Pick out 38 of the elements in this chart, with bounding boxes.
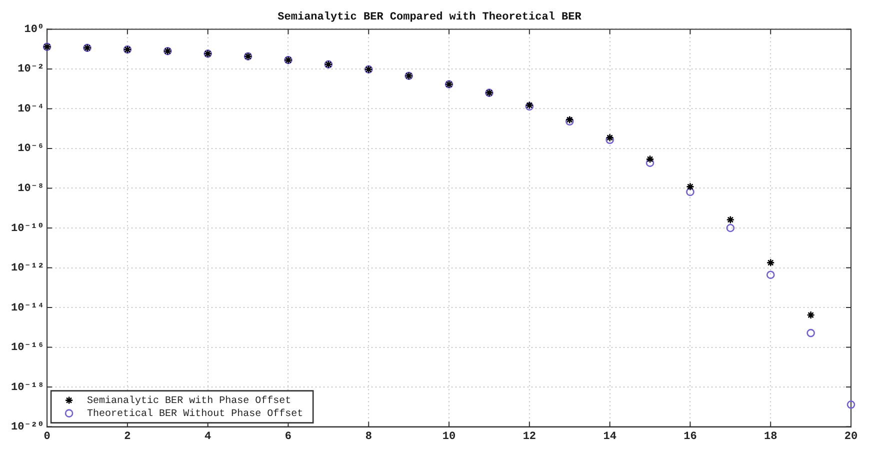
chart-title: Semianalytic BER Compared with Theoretical BER — [278, 11, 582, 24]
point — [606, 134, 614, 142]
x-tick-label: 6 — [284, 431, 292, 444]
y-tick-label: 10⁻¹⁴ — [11, 302, 44, 314]
point — [606, 136, 614, 144]
point — [726, 224, 735, 232]
point — [806, 310, 815, 320]
y-tick-label: 10⁻⁴ — [18, 103, 44, 116]
x-tick-label: 4 — [204, 431, 212, 444]
point — [846, 400, 856, 409]
y-tick-label: 10⁻² — [18, 64, 44, 76]
y-tick-label: 10⁻⁸ — [18, 183, 44, 196]
x-tick-label: 0 — [44, 431, 50, 444]
x-tick-label: 12 — [522, 431, 536, 444]
y-tick-label: 10⁻¹⁰ — [10, 222, 44, 235]
point — [646, 155, 654, 164]
y-tick-label: 10⁻²⁰ — [10, 420, 44, 434]
point — [646, 158, 654, 167]
y-tick-label: 10⁻⁶ — [18, 143, 44, 156]
x-tick-label: 8 — [365, 431, 372, 444]
legend-label: Semianalytic BER with Phase Offset — [87, 394, 292, 407]
point — [686, 182, 694, 191]
point — [686, 188, 694, 196]
x-tick-label: 16 — [684, 431, 697, 444]
y-tick-label: 10⁻¹² — [11, 262, 44, 275]
y-tick-label: 10⁻¹⁶ — [11, 342, 44, 354]
x-tick-label: 14 — [603, 431, 617, 444]
y-tick-label: 10⁻¹⁸ — [11, 382, 44, 394]
y-tick-label: 10⁰ — [24, 22, 44, 36]
x-tick-label: 20 — [844, 431, 858, 444]
point — [726, 216, 735, 224]
point — [766, 258, 775, 267]
x-tick-label: 2 — [124, 431, 131, 444]
x-tick-label: 10 — [442, 431, 456, 444]
point — [766, 270, 775, 279]
legend-label: Theoretical BER Without Phase Offset — [87, 408, 304, 420]
x-tick-label: 18 — [764, 431, 778, 444]
point — [806, 328, 815, 338]
